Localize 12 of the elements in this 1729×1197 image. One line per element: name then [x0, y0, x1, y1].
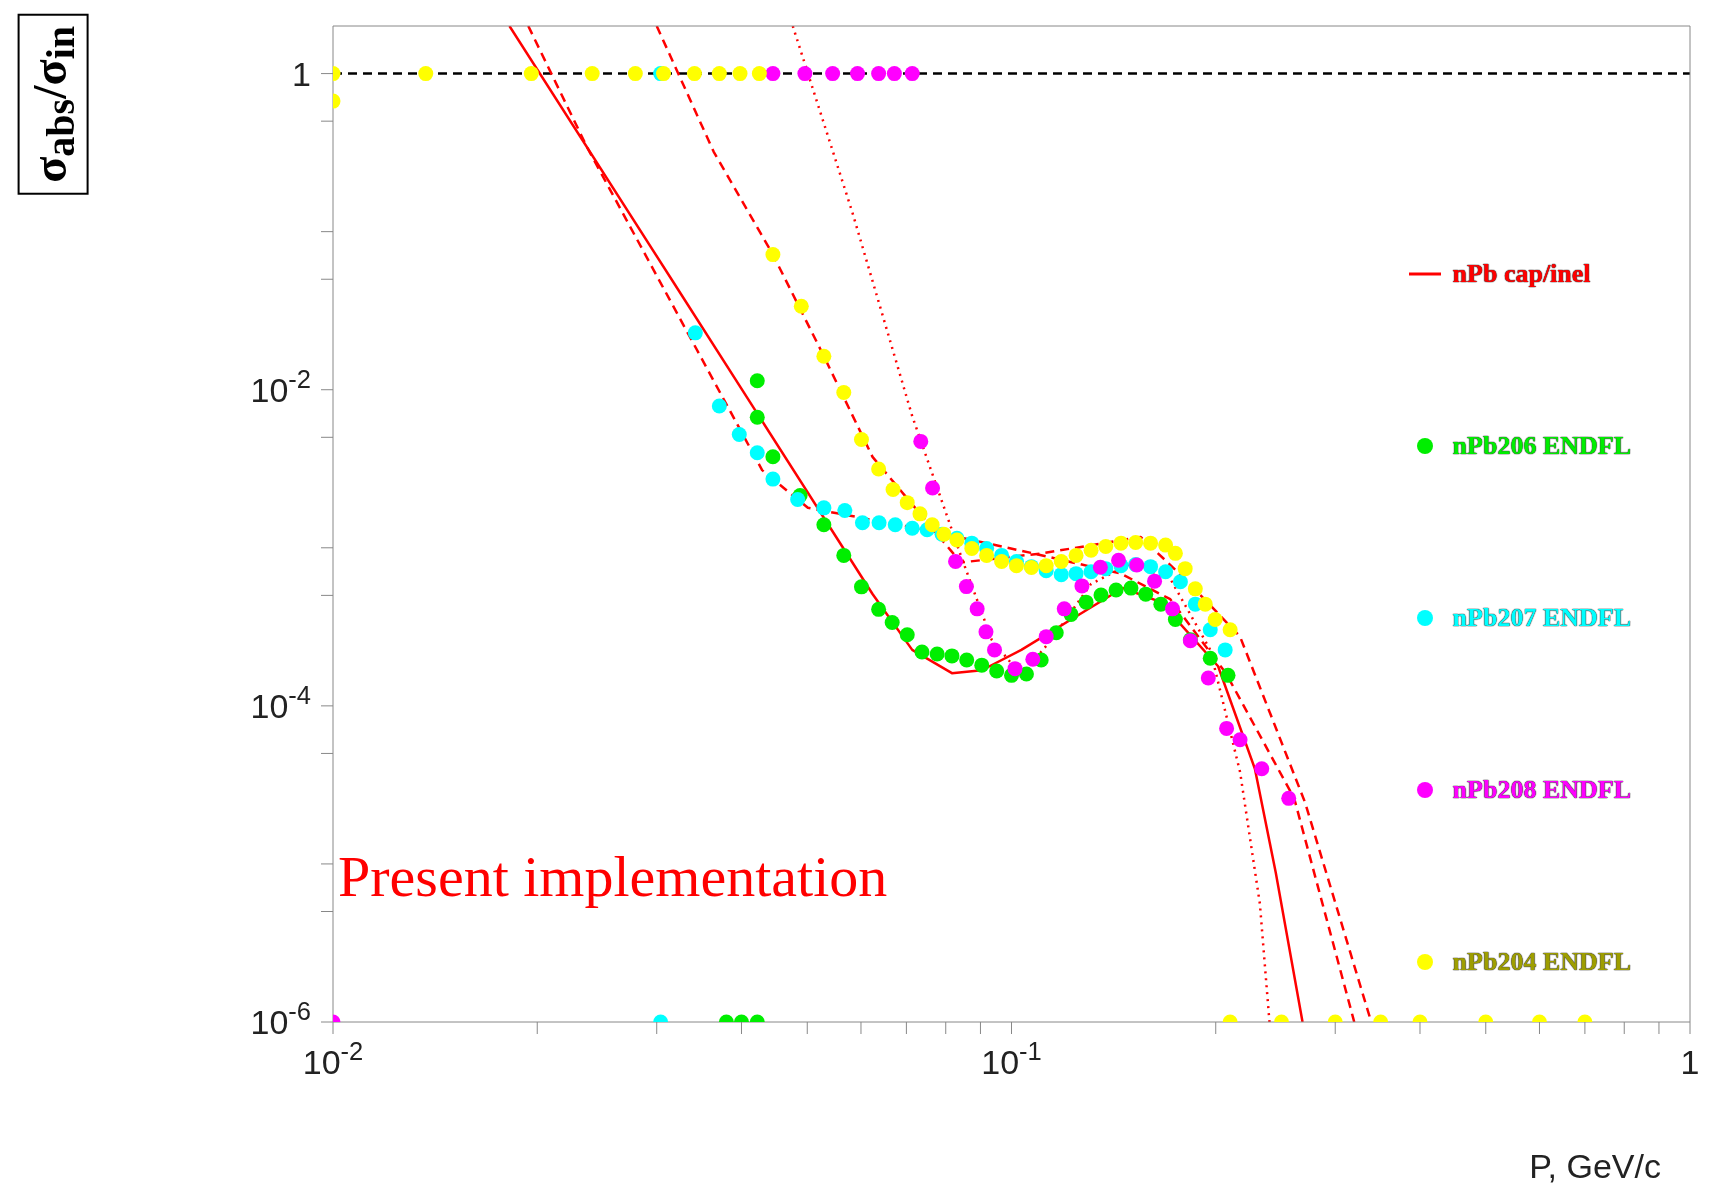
- annotation: Present implementation: [338, 843, 888, 910]
- y-tick-label: 10$^{-4}$: [250, 680, 311, 725]
- x-axis-title: P, GeV/c: [1529, 1147, 1661, 1186]
- x-tick-label: 10$^{-1}$: [981, 1037, 1042, 1081]
- legend-label: nPb207 ENDFL: [1452, 603, 1631, 633]
- legend-label: nPb206 ENDFL: [1452, 431, 1631, 461]
- y-tick-label: 1: [292, 54, 311, 93]
- legend-label: nPb204 ENDFL: [1452, 947, 1631, 977]
- x-tick-label: 1: [1680, 1043, 1700, 1081]
- legend-label: nPb cap/inel: [1452, 259, 1591, 289]
- y-tick-label: 10$^{-2}$: [250, 364, 311, 409]
- legend-label: nPb208 ENDFL: [1452, 775, 1631, 805]
